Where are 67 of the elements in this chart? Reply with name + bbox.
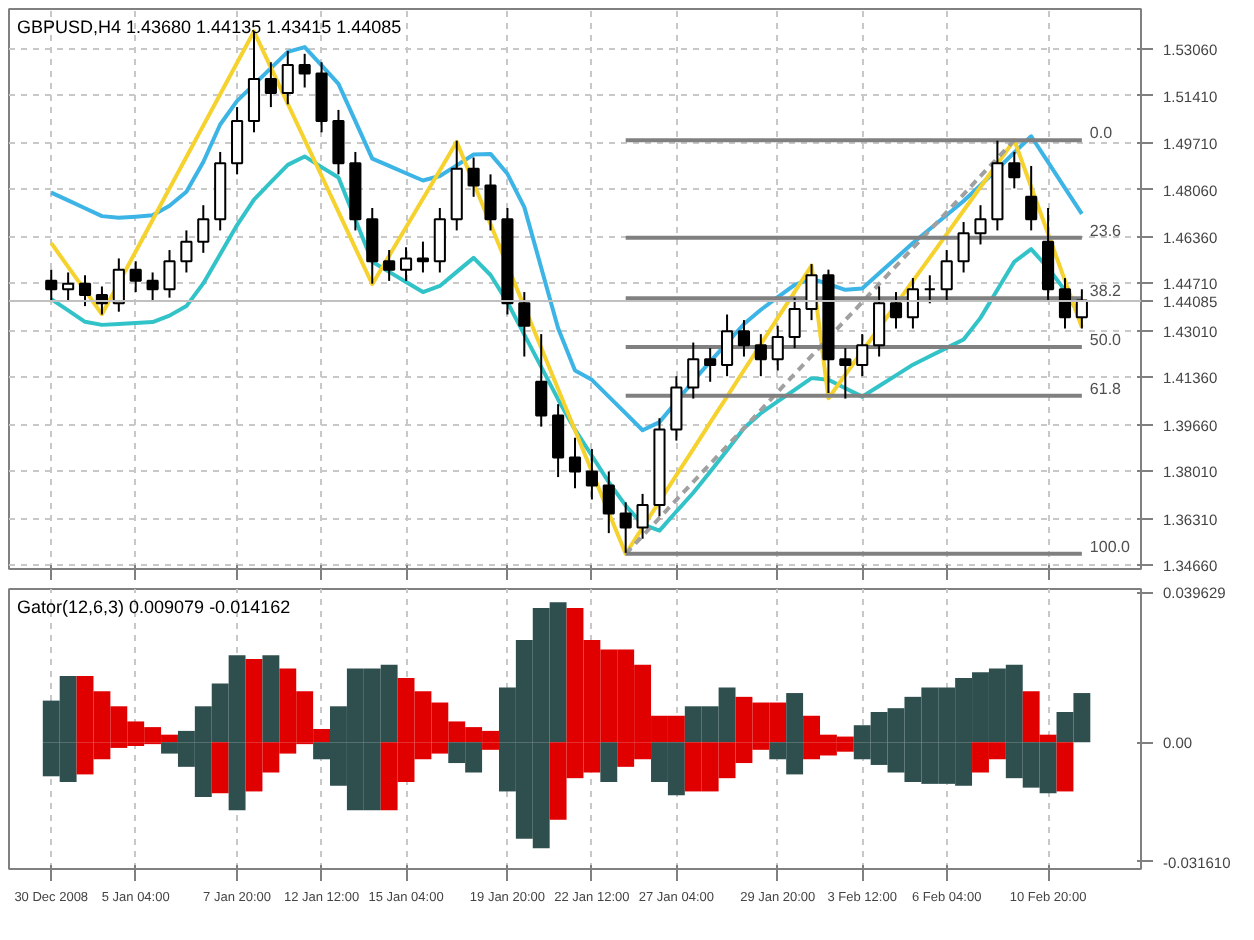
candlestick xyxy=(636,492,649,540)
candlestick xyxy=(231,106,244,176)
candlestick xyxy=(788,296,801,350)
candlestick xyxy=(754,333,767,378)
legend-label: 38.2 xyxy=(1089,282,1123,301)
candlestick xyxy=(720,313,734,378)
chart-title: Gator(12,6,3) 0.009079 -0.014162 xyxy=(17,597,291,617)
candlestick xyxy=(585,448,598,501)
candlestick xyxy=(619,501,632,554)
candlestick xyxy=(737,319,751,358)
candlestick xyxy=(298,52,311,89)
bar xyxy=(211,742,229,794)
candlestick xyxy=(552,403,565,479)
candlestick xyxy=(923,274,936,305)
candlestick xyxy=(568,436,582,490)
candlestick xyxy=(197,204,210,254)
bar xyxy=(1056,742,1074,792)
legend-label: 23.6 xyxy=(1089,221,1123,240)
series-label: 61.8 xyxy=(1089,379,1123,398)
line-series xyxy=(623,138,1017,556)
candlestick xyxy=(1025,164,1038,232)
candlestick xyxy=(433,207,446,274)
candlestick xyxy=(518,291,531,358)
candlestick xyxy=(163,249,176,299)
candlestick xyxy=(687,341,700,400)
candlestick xyxy=(805,263,818,322)
candlestick xyxy=(146,271,159,302)
candlestick xyxy=(856,333,869,378)
candlestick xyxy=(1075,288,1088,330)
candlestick xyxy=(704,347,717,383)
candlestick xyxy=(873,285,886,358)
candlestick xyxy=(974,204,987,246)
series-label: 100.0 xyxy=(1089,537,1132,556)
candlestick xyxy=(839,347,852,400)
candlestick xyxy=(112,257,125,313)
candlestick xyxy=(670,375,683,442)
candlestick xyxy=(467,156,480,198)
legend-label: 50.0 xyxy=(1089,331,1123,350)
line-series xyxy=(49,45,1084,433)
candlestick xyxy=(264,61,277,109)
candlestick xyxy=(315,61,328,134)
candlestick xyxy=(383,249,396,282)
candlestick xyxy=(180,229,193,274)
candlestick xyxy=(45,268,58,302)
candlestick xyxy=(129,260,142,294)
candlestick xyxy=(535,333,548,428)
candlestick xyxy=(78,274,92,308)
legend-label: 0.0 xyxy=(1089,124,1114,143)
text: GBPUSD,H4 1.43680 1.44135 1.43415 1.44085 xyxy=(17,17,402,37)
candlestick xyxy=(416,240,430,274)
candlestick xyxy=(906,277,919,330)
candlestick xyxy=(366,207,379,285)
candlestick xyxy=(247,30,261,134)
candlestick xyxy=(771,324,784,372)
candlestick xyxy=(1058,277,1072,330)
candlestick xyxy=(281,50,294,106)
candlestick xyxy=(602,470,615,535)
candlestick xyxy=(1042,207,1055,302)
candlestick xyxy=(1008,150,1021,190)
candlestick xyxy=(332,108,345,176)
candlestick xyxy=(399,246,413,282)
bar xyxy=(262,655,280,743)
candlestick xyxy=(889,291,903,330)
candlestick xyxy=(484,173,497,232)
candlestick xyxy=(957,221,970,274)
candlestick xyxy=(62,271,75,302)
candlestick xyxy=(940,249,953,302)
